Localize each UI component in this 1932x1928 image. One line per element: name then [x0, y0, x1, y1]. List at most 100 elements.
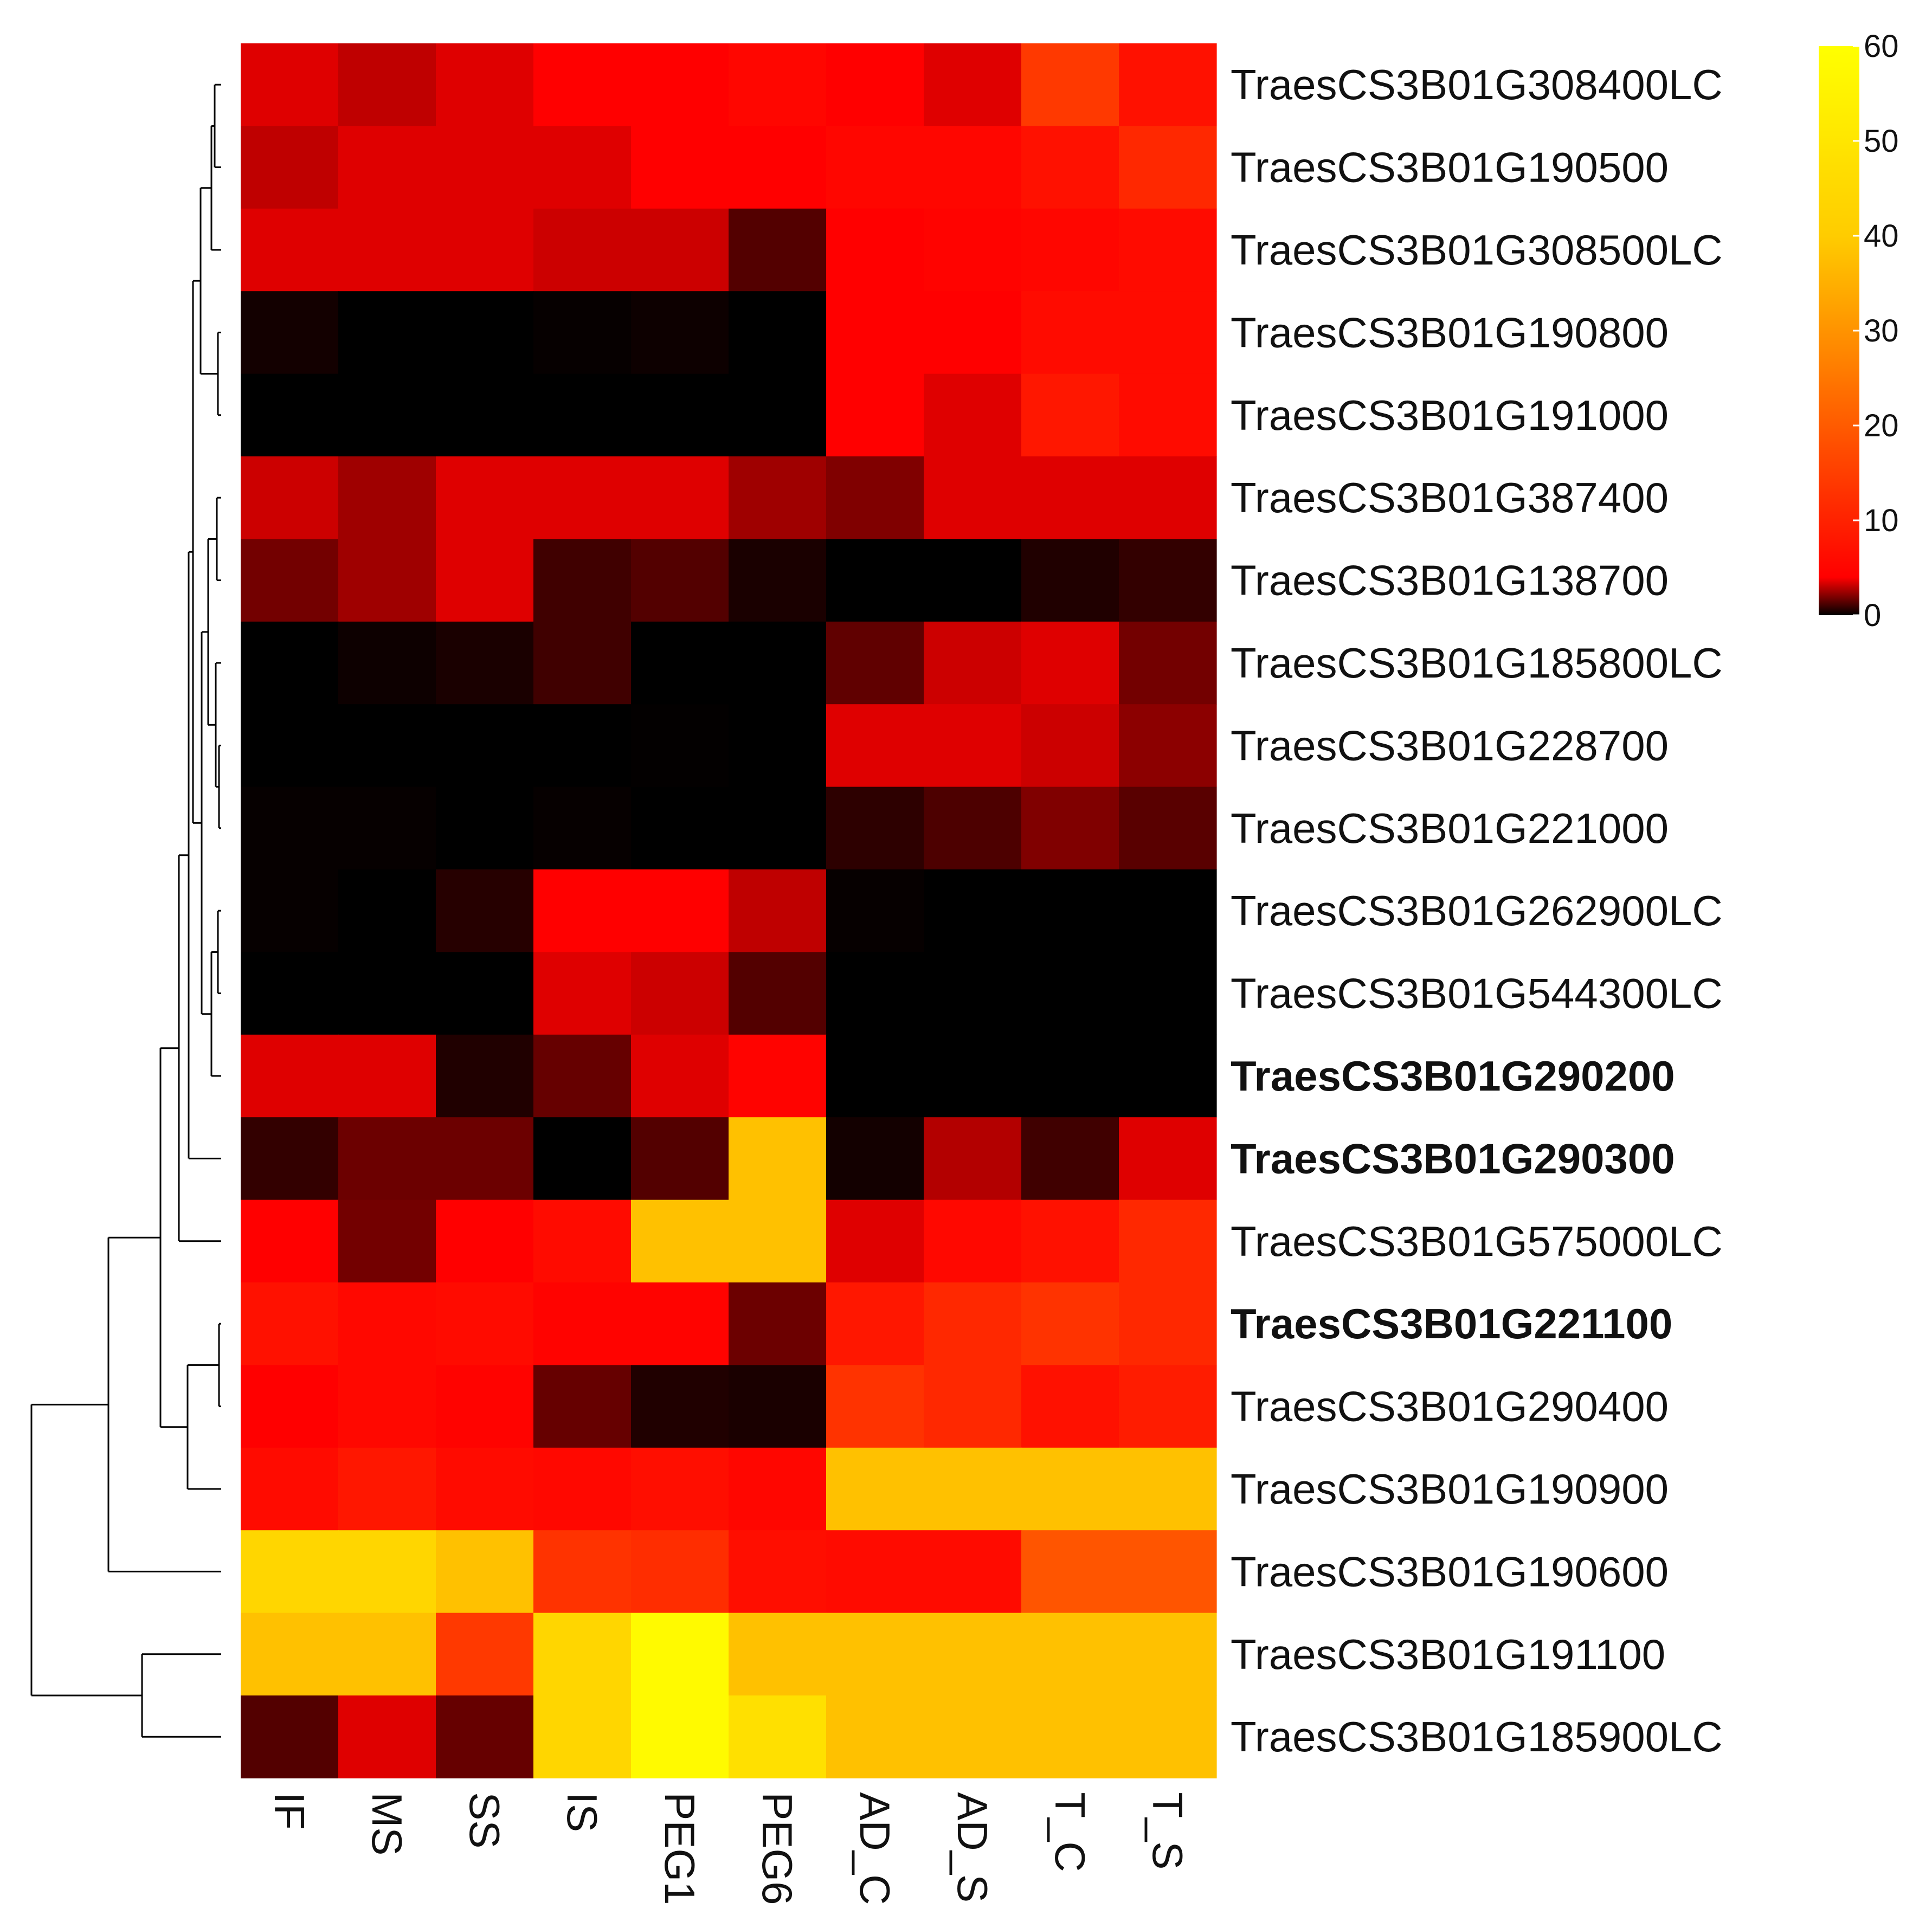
heatmap-cell-TraesCS3B01G190600-IF	[241, 1530, 339, 1614]
heatmap-cell-TraesCS3B01G308500LC-MS	[338, 208, 436, 292]
heatmap-cell-TraesCS3B01G308400LC-PEG1	[631, 43, 729, 126]
heatmap-cell-TraesCS3B01G308500LC-AD_S	[924, 208, 1022, 292]
colorbar-tick-label: 20	[1864, 408, 1899, 443]
heatmap-cell-TraesCS3B01G190900-PEG1	[631, 1447, 729, 1531]
heatmap-cell-TraesCS3B01G308400LC-SS	[436, 43, 534, 126]
heatmap-cell-TraesCS3B01G138700-PEG6	[729, 539, 827, 622]
heatmap-cell-TraesCS3B01G191000-T_C	[1021, 373, 1119, 457]
column-label: T_C	[1046, 1792, 1094, 1872]
row-label: TraesCS3B01G262900LC	[1231, 887, 1723, 934]
heatmap-cell-TraesCS3B01G290200-IF	[241, 1034, 339, 1118]
heatmap-cell-TraesCS3B01G190800-PEG6	[729, 291, 827, 375]
heatmap-cell-TraesCS3B01G138700-IF	[241, 539, 339, 622]
heatmap-cell-TraesCS3B01G221000-AD_S	[924, 786, 1022, 870]
heatmap-cell-TraesCS3B01G190500-T_S	[1119, 126, 1217, 209]
heatmap-cell-TraesCS3B01G290300-IS	[533, 1117, 632, 1201]
heatmap-cell-TraesCS3B01G221100-PEG6	[729, 1282, 827, 1365]
row-label: TraesCS3B01G221100	[1231, 1300, 1672, 1347]
heatmap-cell-TraesCS3B01G185800LC-MS	[338, 621, 436, 705]
heatmap-cell-TraesCS3B01G290300-AD_S	[924, 1117, 1022, 1201]
colorbar: 0 10 20 30 40 50 60	[1819, 29, 1899, 633]
heatmap-cell-TraesCS3B01G575000LC-AD_C	[826, 1200, 924, 1283]
heatmap-cell-TraesCS3B01G191000-T_S	[1119, 373, 1217, 457]
heatmap-cell-TraesCS3B01G191100-IS	[533, 1613, 632, 1696]
heatmap-cell-TraesCS3B01G228700-T_S	[1119, 704, 1217, 788]
row-label: TraesCS3B01G190900	[1231, 1465, 1669, 1513]
heatmap-cell-TraesCS3B01G185900LC-SS	[436, 1695, 534, 1778]
colorbar-tick-label: 40	[1864, 218, 1899, 254]
heatmap-cell-TraesCS3B01G185900LC-MS	[338, 1695, 436, 1778]
heatmap-cell-TraesCS3B01G290200-PEG6	[729, 1034, 827, 1118]
heatmap-cell-TraesCS3B01G185900LC-IF	[241, 1695, 339, 1778]
heatmap-cell-TraesCS3B01G544300LC-T_C	[1021, 952, 1119, 1035]
colorbar-tick-label: 0	[1864, 598, 1881, 633]
heatmap-cell-TraesCS3B01G228700-PEG6	[729, 704, 827, 788]
heatmap-cell-TraesCS3B01G185800LC-AD_C	[826, 621, 924, 705]
column-label: IF	[266, 1792, 313, 1829]
heatmap-cell-TraesCS3B01G185900LC-PEG1	[631, 1695, 729, 1778]
heatmap-cell-TraesCS3B01G308400LC-AD_C	[826, 43, 924, 126]
heatmap-cell-TraesCS3B01G191100-AD_C	[826, 1613, 924, 1696]
heatmap-cell-TraesCS3B01G290300-PEG1	[631, 1117, 729, 1201]
heatmap-cell-TraesCS3B01G191100-PEG6	[729, 1613, 827, 1696]
row-label: TraesCS3B01G290300	[1231, 1134, 1675, 1182]
heatmap-cell-TraesCS3B01G308400LC-T_S	[1119, 43, 1217, 126]
heatmap-cell-TraesCS3B01G221000-IF	[241, 786, 339, 870]
heatmap-cell-TraesCS3B01G387400-IS	[533, 456, 632, 539]
heatmap-cell-TraesCS3B01G308500LC-AD_C	[826, 208, 924, 292]
heatmap-cell-TraesCS3B01G185900LC-IS	[533, 1695, 632, 1778]
heatmap-cell-TraesCS3B01G308400LC-PEG6	[729, 43, 827, 126]
heatmap-cell-TraesCS3B01G308500LC-IF	[241, 208, 339, 292]
heatmap-cell-TraesCS3B01G544300LC-T_S	[1119, 952, 1217, 1035]
heatmap-cell-TraesCS3B01G191000-IS	[533, 373, 632, 457]
row-label: TraesCS3B01G308500LC	[1231, 226, 1723, 274]
heatmap-cell-TraesCS3B01G290200-MS	[338, 1034, 436, 1118]
heatmap-cell-TraesCS3B01G191000-AD_S	[924, 373, 1022, 457]
heatmap-cell-TraesCS3B01G138700-PEG1	[631, 539, 729, 622]
heatmap-cell-TraesCS3B01G544300LC-PEG1	[631, 952, 729, 1035]
heatmap-cell-TraesCS3B01G191000-AD_C	[826, 373, 924, 457]
heatmap-cell-TraesCS3B01G190500-IS	[533, 126, 632, 209]
heatmap-cell-TraesCS3B01G190900-IF	[241, 1447, 339, 1531]
heatmap-cell-TraesCS3B01G221100-IS	[533, 1282, 632, 1365]
heatmap-cell-TraesCS3B01G138700-T_S	[1119, 539, 1217, 622]
heatmap-cell-TraesCS3B01G190600-T_C	[1021, 1530, 1119, 1614]
heatmap-cell-TraesCS3B01G191000-PEG1	[631, 373, 729, 457]
heatmap-cell-TraesCS3B01G290400-T_S	[1119, 1365, 1217, 1448]
heatmap-cell-TraesCS3B01G221000-T_S	[1119, 786, 1217, 870]
heatmap-cell-TraesCS3B01G544300LC-AD_C	[826, 952, 924, 1035]
heatmap-cell-TraesCS3B01G262900LC-PEG6	[729, 869, 827, 952]
heatmap-cell-TraesCS3B01G308400LC-IS	[533, 43, 632, 126]
heatmap-cell-TraesCS3B01G221100-T_S	[1119, 1282, 1217, 1365]
heatmap-cell-TraesCS3B01G221000-AD_C	[826, 786, 924, 870]
row-label: TraesCS3B01G308400LC	[1231, 61, 1723, 108]
heatmap-cell-TraesCS3B01G544300LC-AD_S	[924, 952, 1022, 1035]
heatmap-cell-TraesCS3B01G290200-AD_C	[826, 1034, 924, 1118]
heatmap-cell-TraesCS3B01G185800LC-T_C	[1021, 621, 1119, 705]
heatmap-cell-TraesCS3B01G190500-SS	[436, 126, 534, 209]
heatmap-cell-TraesCS3B01G191000-PEG6	[729, 373, 827, 457]
heatmap-cell-TraesCS3B01G387400-PEG6	[729, 456, 827, 539]
row-label: TraesCS3B01G185800LC	[1231, 639, 1723, 687]
heatmap-cell-TraesCS3B01G190800-IF	[241, 291, 339, 375]
heatmap-cell-TraesCS3B01G190500-MS	[338, 126, 436, 209]
heatmap-cell-TraesCS3B01G262900LC-T_S	[1119, 869, 1217, 952]
row-labels: TraesCS3B01G308400LC TraesCS3B01G190500 Tr…	[1231, 61, 1723, 1761]
heatmap-cell-TraesCS3B01G190800-SS	[436, 291, 534, 375]
heatmap-cell-TraesCS3B01G308500LC-SS	[436, 208, 534, 292]
heatmap-cell-TraesCS3B01G308500LC-T_C	[1021, 208, 1119, 292]
heatmap-cell-TraesCS3B01G290400-IS	[533, 1365, 632, 1448]
row-label: TraesCS3B01G228700	[1231, 721, 1669, 769]
colorbar-tick-label: 60	[1864, 29, 1899, 64]
heatmap-cell-TraesCS3B01G544300LC-IF	[241, 952, 339, 1035]
heatmap-cell-TraesCS3B01G228700-PEG1	[631, 704, 729, 788]
heatmap-cell-TraesCS3B01G290200-SS	[436, 1034, 534, 1118]
heatmap-cell-TraesCS3B01G308400LC-MS	[338, 43, 436, 126]
heatmap-cell-TraesCS3B01G190600-AD_C	[826, 1530, 924, 1614]
heatmap-cell-TraesCS3B01G185800LC-IF	[241, 621, 339, 705]
heatmap-cell-TraesCS3B01G138700-IS	[533, 539, 632, 622]
heatmap-cell-TraesCS3B01G290200-AD_S	[924, 1034, 1022, 1118]
heatmap-cell-TraesCS3B01G290400-IF	[241, 1365, 339, 1448]
heatmap-cell-TraesCS3B01G575000LC-IF	[241, 1200, 339, 1283]
heatmap-cell-TraesCS3B01G191100-PEG1	[631, 1613, 729, 1696]
